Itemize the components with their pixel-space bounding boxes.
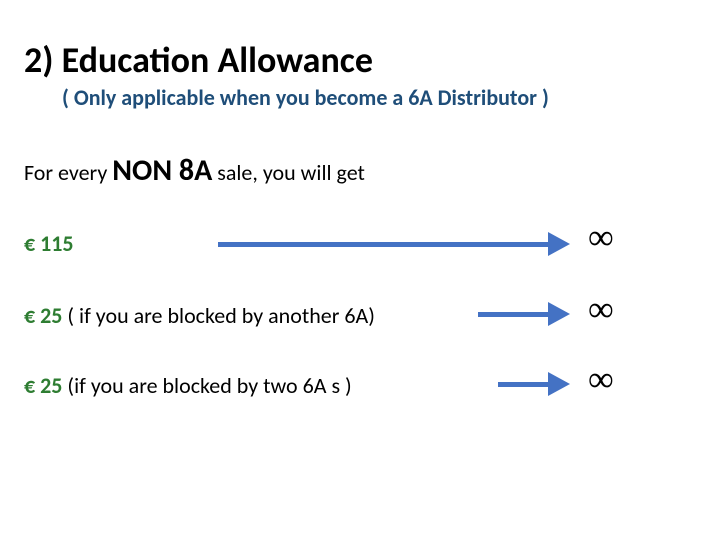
intro-line: For every NON 8A sale, you will get bbox=[24, 152, 365, 189]
intro-prefix: For every bbox=[24, 159, 112, 186]
price-amount: € 115 bbox=[24, 230, 74, 257]
intro-suffix: sale, you will get bbox=[212, 159, 365, 186]
infinity-symbol: ∞ bbox=[588, 216, 614, 258]
arrow-icon bbox=[498, 372, 570, 396]
section-title: 2) Education Allowance bbox=[24, 38, 373, 82]
price-note: (if you are blocked by two 6A s ) bbox=[62, 372, 351, 399]
section-subtitle: ( Only applicable when you become a 6A D… bbox=[62, 84, 549, 111]
price-note: ( if you are blocked by another 6A) bbox=[62, 302, 374, 329]
infinity-symbol: ∞ bbox=[588, 288, 614, 330]
arrow-icon bbox=[218, 232, 570, 256]
price-amount: € 25 bbox=[24, 302, 62, 329]
price-amount: € 25 bbox=[24, 372, 62, 399]
infinity-symbol: ∞ bbox=[588, 358, 614, 400]
intro-bold: NON 8A bbox=[112, 152, 212, 189]
arrow-icon bbox=[478, 302, 570, 326]
